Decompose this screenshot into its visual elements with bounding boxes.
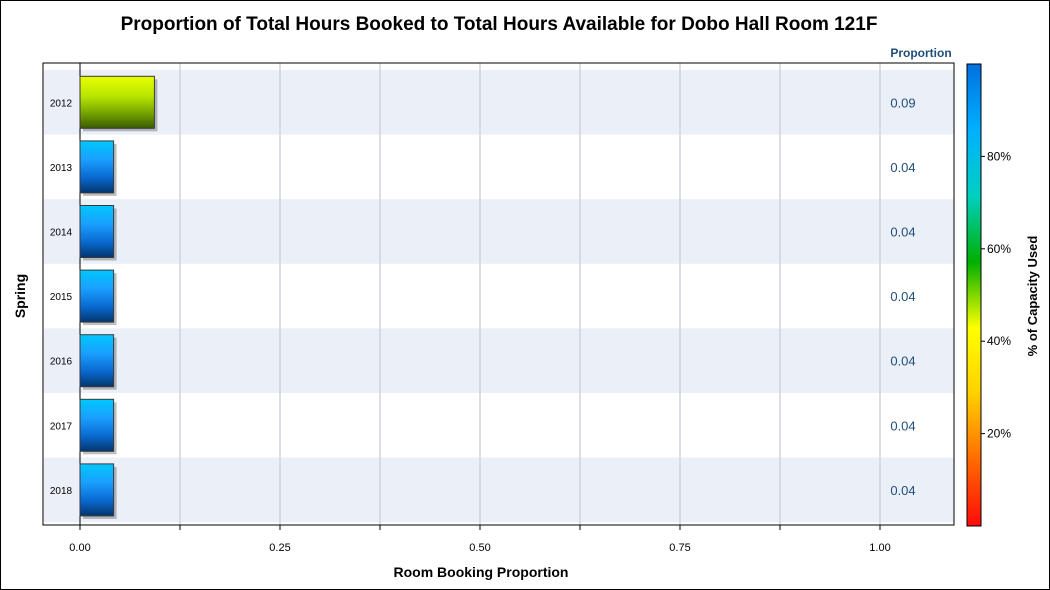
category-label-2016: 2016 (50, 357, 73, 368)
x-tick-label: 0.00 (69, 542, 90, 554)
value-label-2012: 0.09 (890, 95, 915, 110)
x-tick-label: 0.75 (669, 542, 690, 554)
value-column-title: Proportion (890, 46, 951, 60)
colorbar-tick-label: 60% (987, 242, 1011, 256)
value-label-2018: 0.04 (890, 483, 915, 498)
colorbar-tick-label: 80% (987, 149, 1011, 163)
row-band (44, 457, 954, 523)
x-tick-label: 0.50 (469, 542, 490, 554)
x-axis-label: Room Booking Proportion (394, 564, 569, 580)
chart-title: Proportion of Total Hours Booked to Tota… (121, 14, 878, 35)
colorbar (966, 63, 982, 527)
y-axis-label: Spring (12, 274, 28, 318)
bar-2017 (79, 398, 115, 452)
plot-frame (42, 62, 955, 526)
value-label-2017: 0.04 (890, 418, 915, 433)
category-label-2017: 2017 (50, 421, 73, 432)
bar-2016 (79, 334, 115, 388)
row-band (44, 199, 954, 264)
bar-2018 (79, 463, 115, 517)
value-label-2016: 0.04 (890, 354, 915, 369)
bar-2013 (79, 140, 115, 194)
value-label-2015: 0.04 (890, 289, 915, 304)
x-tick-label: 1.00 (869, 542, 890, 554)
value-label-2013: 0.04 (890, 160, 915, 175)
category-label-2012: 2012 (50, 98, 73, 109)
colorbar-title: % of Capacity Used (1025, 236, 1040, 357)
row-band (44, 328, 954, 393)
bar-2012 (79, 75, 155, 129)
row-band (44, 70, 954, 135)
x-tick-label: 0.25 (269, 542, 290, 554)
category-label-2014: 2014 (50, 228, 73, 239)
value-label-2014: 0.04 (890, 225, 915, 240)
colorbar-tick-label: 40% (987, 334, 1011, 348)
colorbar-legend: 20% 40% 60% 80% (966, 63, 1011, 527)
plot-area: 2012 0.09 2013 0.04 2014 0.04 2015 0.04 2016 0.04… (42, 62, 955, 554)
category-label-2018: 2018 (50, 486, 73, 497)
bar-2015 (79, 269, 115, 323)
category-label-2015: 2015 (50, 292, 73, 303)
category-label-2013: 2013 (50, 163, 73, 174)
bar-2014 (79, 205, 115, 258)
colorbar-tick-label: 20% (987, 427, 1011, 441)
